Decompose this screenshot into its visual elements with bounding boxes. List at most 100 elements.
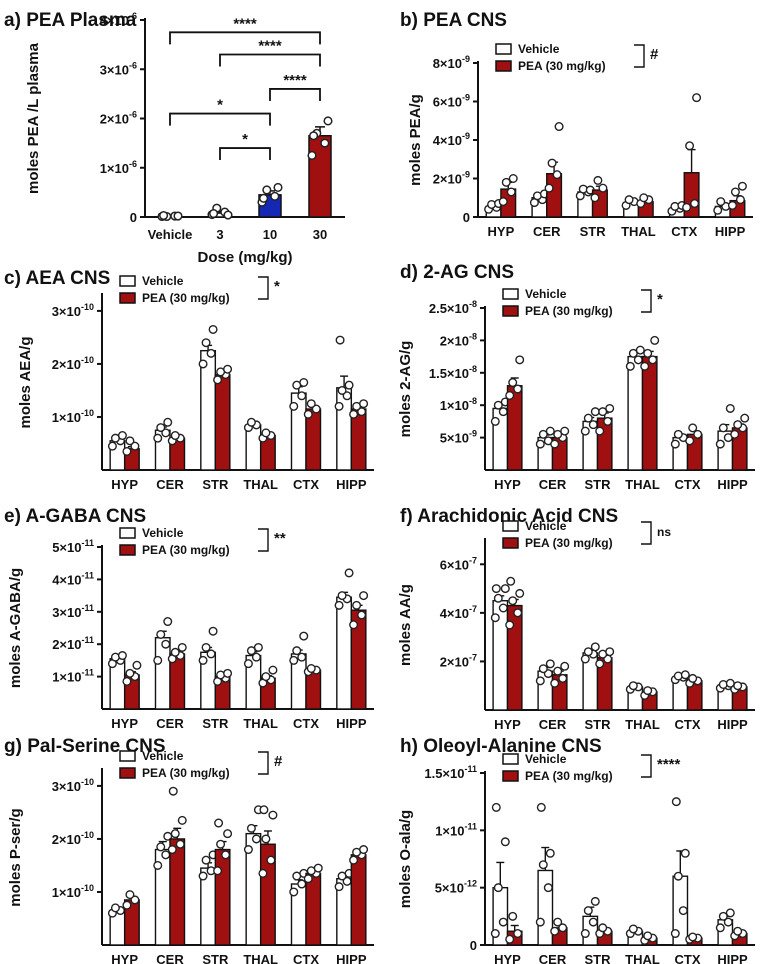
data-point	[639, 193, 649, 203]
data-point	[311, 404, 321, 414]
data-point	[349, 620, 359, 630]
x-tick-label: HIPP	[336, 477, 367, 492]
data-point	[505, 620, 515, 630]
data-point	[560, 661, 570, 671]
x-tick-label: CER	[539, 952, 567, 964]
bar-vehicle	[154, 637, 171, 710]
x-tick-label: 30	[313, 227, 327, 242]
data-point	[733, 681, 743, 691]
legend: Vehicle PEA (30 mg/kg) #	[495, 42, 659, 73]
data-point	[650, 335, 660, 345]
data-point	[268, 665, 278, 675]
data-point	[545, 659, 555, 669]
data-point	[161, 428, 171, 438]
data-point	[513, 384, 523, 394]
data-point	[268, 810, 278, 820]
y-tick-label: 6×10-9	[433, 93, 470, 110]
legend-bracket	[641, 754, 652, 778]
data-point	[501, 177, 511, 187]
data-point	[289, 401, 299, 411]
data-point	[740, 413, 750, 423]
data-point	[730, 429, 740, 439]
x-tick-label: THAL	[621, 224, 656, 239]
data-point	[500, 837, 510, 847]
bar-pea	[169, 838, 186, 946]
data-point	[170, 647, 180, 657]
legend-bracket	[258, 528, 269, 552]
y-tick-label: 2×10-10	[52, 355, 94, 372]
data-point	[560, 426, 570, 436]
y-tick-label: 1×10-6	[100, 159, 137, 176]
x-tick-label: STR	[202, 477, 229, 492]
significance-label: *	[242, 131, 248, 148]
significance-label: *	[217, 97, 223, 114]
data-point	[175, 839, 185, 849]
x-tick-label: HIPP	[336, 952, 367, 964]
y-tick-label: 3×10-11	[52, 603, 94, 620]
data-point	[506, 576, 516, 586]
data-point	[670, 439, 680, 449]
data-point	[713, 205, 723, 215]
data-point	[201, 642, 211, 652]
panel-title: d) 2-AG CNS	[400, 262, 514, 283]
legend-swatch-vehicle	[119, 275, 136, 287]
data-point	[628, 348, 638, 358]
panel-title: a) PEA Plasma	[4, 10, 137, 31]
data-point	[167, 845, 177, 855]
data-point	[261, 834, 271, 844]
legend-swatch-pea	[495, 60, 512, 72]
y-tick-label: 2×10-9	[433, 170, 470, 187]
data-point	[299, 631, 309, 641]
data-point	[733, 926, 743, 936]
data-point	[243, 659, 253, 669]
data-point	[715, 923, 725, 933]
data-point	[583, 647, 593, 657]
legend: Vehicle PEA (30 mg/kg) *	[502, 287, 663, 318]
data-point	[251, 834, 261, 844]
data-point	[156, 842, 166, 852]
bar-vehicle	[336, 596, 353, 710]
data-point	[214, 818, 224, 828]
legend-label-vehicle: Vehicle	[525, 752, 567, 766]
y-tick-label: 4×10-9	[433, 131, 470, 148]
data-point	[688, 932, 698, 942]
data-point	[299, 378, 309, 388]
data-point	[598, 183, 608, 193]
data-point	[552, 170, 562, 180]
data-point	[213, 375, 223, 385]
data-point	[359, 591, 369, 601]
data-point	[730, 187, 740, 197]
data-point	[491, 584, 501, 594]
x-tick-label: HYP	[111, 716, 138, 731]
x-tick-label: CER	[156, 716, 184, 731]
data-point	[270, 191, 280, 201]
panel-title: e) A-GABA CNS	[4, 506, 146, 527]
data-point	[156, 423, 166, 433]
legend: Vehicle PEA (30 mg/kg) ns	[502, 519, 671, 550]
data-point	[306, 399, 316, 409]
data-point	[258, 868, 268, 878]
data-point	[515, 588, 525, 598]
x-tick-label: CTX	[293, 716, 319, 731]
data-point	[670, 929, 680, 939]
y-tick-label: 1.5×10-11	[424, 764, 477, 781]
legend-swatch-vehicle	[119, 527, 136, 539]
data-point	[266, 855, 276, 865]
data-point	[251, 652, 261, 662]
data-point	[334, 882, 344, 892]
data-point	[673, 671, 683, 681]
legend-label-pea: PEA (30 mg/kg)	[142, 291, 230, 305]
data-point	[130, 895, 140, 905]
data-point	[490, 929, 500, 939]
legend-significance: *	[274, 278, 280, 295]
panel-title: h) Oleoyl-Alanine CNS	[400, 736, 602, 757]
panel-g: g) Pal-Serine CNS1×10-102×10-103×10-10mo…	[4, 736, 374, 964]
data-point	[117, 651, 127, 661]
data-point	[243, 845, 253, 855]
data-point	[693, 429, 703, 439]
x-tick-label: HIPP	[717, 717, 748, 732]
data-point	[223, 829, 233, 839]
x-tick-label: CTX	[675, 477, 701, 492]
data-point	[493, 883, 503, 893]
data-point	[716, 197, 726, 207]
